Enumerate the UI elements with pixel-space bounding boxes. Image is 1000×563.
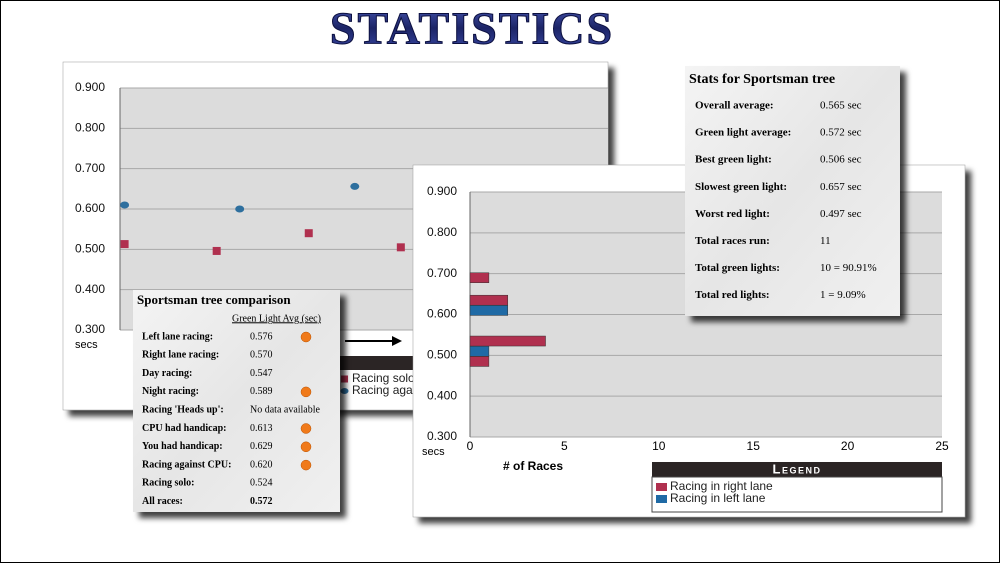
highlight-dot [300, 459, 312, 471]
y-tick-label: 0.900 [75, 80, 105, 94]
comparison-panel: Sportsman tree comparison Green Light Avg… [133, 290, 340, 512]
panel-bg [133, 290, 340, 512]
y-tick-label: 0.700 [75, 161, 105, 175]
bar [469, 346, 490, 357]
y-tick-label: 0.500 [75, 242, 105, 256]
row-label: Racing against CPU: [142, 459, 231, 470]
row-label: Left lane racing: [142, 331, 213, 342]
row-value: 0.620 [250, 459, 273, 470]
stat-value: 10 = 90.91% [820, 262, 877, 274]
stat-label: Green light average: [695, 127, 791, 139]
x-tick-label: 15 [747, 439, 761, 453]
row-value: 0.589 [250, 386, 273, 397]
legend-swatch [656, 483, 667, 491]
row-label: CPU had handicap: [142, 423, 226, 434]
stat-label: Total red lights: [695, 289, 770, 301]
column-header: Green Light Avg (sec) [232, 313, 321, 324]
x-tick-label: 25 [935, 439, 949, 453]
legend-swatch [656, 495, 667, 503]
legend-label: Racing solo [352, 371, 415, 385]
y-tick-label: 0.600 [427, 307, 457, 321]
stat-label: Total green lights: [695, 262, 780, 274]
bar [469, 272, 490, 283]
row-label: Racing solo: [142, 478, 195, 489]
stat-label: Slowest green light: [695, 181, 787, 193]
stat-value: 0.497 sec [820, 208, 862, 220]
stat-value: 1 = 9.09% [820, 289, 866, 301]
row-value: 0.572 [250, 496, 273, 507]
x-tick-label: 5 [561, 439, 568, 453]
y-tick-label: 0.700 [427, 266, 457, 280]
highlight-dot [300, 331, 312, 343]
y-tick-label: 0.900 [427, 184, 457, 198]
row-label: You had handicap: [142, 441, 223, 452]
bar [469, 294, 509, 306]
y-tick-label: 0.300 [427, 429, 457, 443]
row-value: 0.576 [250, 331, 273, 342]
legend-title: Legend [773, 461, 822, 476]
y-tick-label: 0.800 [75, 121, 105, 135]
y-tick-label: 0.500 [427, 348, 457, 362]
arrow-head [392, 336, 402, 346]
highlight-dot [300, 386, 312, 398]
x-axis-title: # of Races [503, 459, 563, 473]
legend-marker [341, 375, 348, 383]
stat-value: 0.572 sec [820, 127, 862, 139]
page-title: STATISTICS [330, 3, 614, 54]
stat-value: 0.657 sec [820, 181, 862, 193]
row-value: 0.613 [250, 423, 273, 434]
point [120, 240, 129, 249]
row-label: Racing 'Heads up': [142, 404, 224, 415]
row-label: Right lane racing: [142, 350, 219, 361]
y-tick-label: 0.800 [427, 225, 457, 239]
legend-label: Racing in right lane [670, 479, 773, 493]
y-unit: secs [75, 339, 98, 351]
panel-bg [685, 66, 900, 316]
highlight-dot [300, 423, 312, 434]
row-value: 0.547 [250, 368, 273, 379]
bar [469, 356, 490, 367]
stat-value: 11 [820, 235, 831, 247]
y-tick-label: 0.400 [427, 388, 457, 402]
y-tick-label: 0.300 [75, 322, 105, 336]
panel-title: Sportsman tree comparison [137, 292, 291, 307]
row-value: 0.524 [250, 478, 273, 489]
stat-label: Best green light: [695, 154, 772, 166]
row-label: Night racing: [142, 386, 199, 397]
stat-label: Total races run: [695, 235, 770, 247]
stat-value: 0.506 sec [820, 154, 862, 166]
point [212, 246, 221, 255]
x-tick-label: 0 [467, 439, 474, 453]
legend-title-bar [652, 462, 942, 477]
panel-title: Stats for Sportsman tree [689, 72, 835, 87]
point [235, 205, 245, 213]
row-value: 0.629 [250, 441, 273, 452]
stats-panel: Stats for Sportsman tree Overall average:… [685, 66, 900, 316]
bar [469, 305, 509, 316]
y-tick-label: 0.600 [75, 201, 105, 215]
bar [469, 335, 546, 347]
legend-marker [340, 388, 349, 394]
stat-label: Worst red light: [695, 208, 770, 220]
point [120, 201, 130, 209]
legend-label: Racing in left lane [670, 491, 766, 505]
row-label: All races: [142, 496, 183, 507]
legend-box [651, 476, 943, 513]
point [304, 229, 313, 238]
row-value: No data available [250, 404, 321, 415]
y-tick-label: 0.400 [75, 282, 105, 296]
highlight-dot [300, 441, 312, 453]
x-tick-label: 10 [652, 439, 666, 453]
row-value: 0.570 [250, 350, 273, 361]
point [350, 182, 360, 190]
x-tick-label: 20 [841, 439, 855, 453]
stat-label: Overall average: [695, 100, 774, 112]
row-label: Day racing: [142, 368, 192, 379]
point [396, 243, 405, 252]
y-unit: secs [422, 446, 445, 458]
stat-value: 0.565 sec [820, 100, 862, 112]
